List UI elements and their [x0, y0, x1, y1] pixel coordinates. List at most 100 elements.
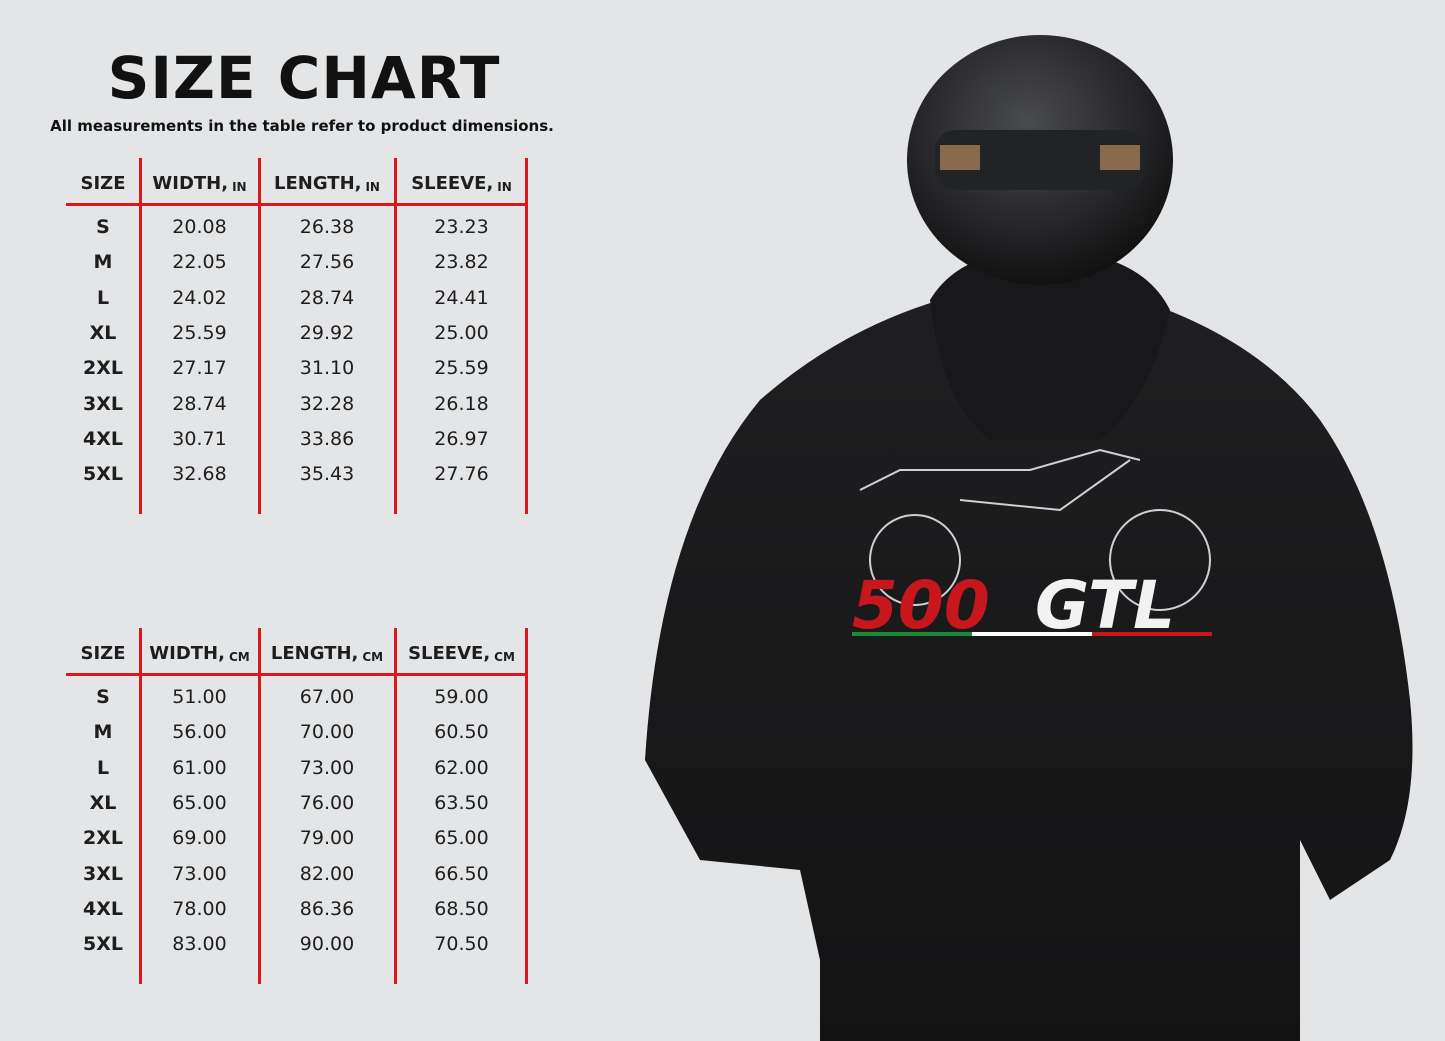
measurement-cell: 70.00 — [299, 721, 355, 744]
header-label: SIZE — [80, 643, 126, 664]
size-cell: 4XL — [83, 897, 123, 920]
table-column-divider — [394, 158, 397, 514]
column-header: LENGTH, CM — [259, 628, 395, 674]
table-row: 5XL 83.00 90.00 70.50 — [66, 927, 528, 962]
measurement-cell: 33.86 — [299, 427, 355, 450]
header-unit: CM — [228, 650, 250, 664]
table-header-divider — [66, 203, 528, 206]
table-row: L 24.02 28.74 24.41 — [66, 281, 528, 316]
measurement-cell: 56.00 — [172, 721, 227, 744]
measurement-cell: 31.10 — [299, 357, 355, 380]
header-label: SIZE — [80, 173, 126, 194]
measurement-cell: 32.68 — [172, 463, 227, 486]
size-cell: S — [96, 686, 110, 708]
measurement-cell: 26.18 — [434, 392, 489, 415]
measurement-cell: 35.43 — [299, 463, 355, 486]
table-row: 4XL 78.00 86.36 68.50 — [66, 892, 528, 927]
table-row: 4XL 30.71 33.86 26.97 — [66, 422, 528, 457]
page-title: SIZE CHART — [107, 44, 501, 112]
table-row: 3XL 28.74 32.28 26.18 — [66, 387, 528, 422]
measurement-cell: 59.00 — [434, 686, 489, 708]
measurement-cell: 66.50 — [434, 862, 489, 885]
header-label: WIDTH, — [152, 173, 229, 194]
measurement-cell: 27.17 — [172, 357, 227, 380]
size-cell: 2XL — [83, 827, 123, 850]
measurement-cell: 69.00 — [172, 827, 227, 850]
measurement-cell: 62.00 — [434, 756, 489, 779]
measurement-cell: 83.00 — [172, 933, 227, 956]
page-subtitle: All measurements in the table refer to p… — [50, 117, 554, 135]
measurement-cell: 78.00 — [172, 897, 227, 920]
measurement-cell: 76.00 — [299, 791, 355, 814]
measurement-cell: 20.08 — [172, 216, 227, 238]
measurement-cell: 90.00 — [299, 933, 355, 956]
measurement-cell: 24.02 — [172, 286, 227, 309]
size-table-centimeters: SIZE WIDTH, CM LENGTH, CM SLEEVE, CM S 51.00 67.0… — [66, 628, 528, 984]
table-row: XL 25.59 29.92 25.00 — [66, 316, 528, 351]
measurement-cell: 26.38 — [299, 216, 355, 238]
measurement-cell: 25.59 — [434, 357, 489, 380]
header-label: SLEEVE, — [408, 643, 491, 664]
measurement-cell: 73.00 — [172, 862, 227, 885]
measurement-cell: 28.74 — [172, 392, 227, 415]
measurement-cell: 27.76 — [434, 463, 489, 486]
column-header: WIDTH, CM — [140, 628, 259, 674]
measurement-cell: 32.28 — [299, 392, 355, 415]
product-photo-hoodie: 500 GTL — [645, 35, 1413, 1041]
size-cell: S — [96, 216, 110, 238]
measurement-cell: 65.00 — [172, 791, 227, 814]
table-row: XL 65.00 76.00 63.50 — [66, 786, 528, 821]
stripe-red — [1092, 632, 1212, 636]
logo-gtl: GTL — [1035, 567, 1175, 644]
measurement-cell: 23.82 — [434, 251, 489, 274]
size-cell: 2XL — [83, 357, 123, 380]
measurement-cell: 70.50 — [434, 933, 489, 956]
measurement-cell: 51.00 — [172, 686, 227, 708]
table-header-divider — [66, 673, 528, 676]
size-cell: M — [93, 251, 113, 274]
size-cell: 3XL — [83, 862, 123, 885]
measurement-cell: 23.23 — [434, 216, 489, 238]
measurement-cell: 22.05 — [172, 251, 227, 274]
header-unit: CM — [362, 650, 384, 664]
table-column-divider — [139, 628, 142, 984]
column-header: SIZE — [66, 628, 140, 674]
measurement-cell: 61.00 — [172, 756, 227, 779]
size-cell: 4XL — [83, 427, 123, 450]
measurement-cell: 79.00 — [299, 827, 355, 850]
stripe-green — [852, 632, 972, 636]
header-label: SLEEVE, — [411, 173, 494, 194]
header-unit: IN — [365, 180, 380, 194]
stripe-white — [972, 632, 1092, 636]
size-cell: 5XL — [83, 933, 123, 956]
table-row: S 20.08 26.38 23.23 — [66, 210, 528, 245]
size-cell: M — [93, 721, 113, 744]
measurement-cell: 30.71 — [172, 427, 227, 450]
table-row: M 56.00 70.00 60.50 — [66, 715, 528, 750]
header-unit: IN — [497, 180, 512, 194]
measurement-cell: 82.00 — [299, 862, 355, 885]
column-header: LENGTH, IN — [259, 158, 395, 204]
measurement-cell: 63.50 — [434, 791, 489, 814]
hoodie-body — [645, 300, 1413, 1041]
table-row: 2XL 69.00 79.00 65.00 — [66, 821, 528, 856]
size-cell: 3XL — [83, 392, 123, 415]
column-header: SLEEVE, CM — [395, 628, 528, 674]
table-column-divider — [525, 628, 528, 984]
size-table-inches: SIZE WIDTH, IN LENGTH, IN SLEEVE, IN S 20.08 26.3… — [66, 158, 528, 514]
size-cell: L — [96, 286, 110, 309]
measurement-cell: 25.59 — [172, 321, 227, 344]
table-row: L 61.00 73.00 62.00 — [66, 751, 528, 786]
header-unit: CM — [494, 650, 515, 664]
table-row: 5XL 32.68 35.43 27.76 — [66, 457, 528, 492]
table-column-divider — [258, 628, 261, 984]
table-row: S 51.00 67.00 59.00 — [66, 680, 528, 715]
table-column-divider — [394, 628, 397, 984]
size-cell: 5XL — [83, 463, 123, 486]
table-column-divider — [139, 158, 142, 514]
hood — [930, 250, 1170, 440]
logo-500: 500 — [852, 567, 990, 644]
table-row: 2XL 27.17 31.10 25.59 — [66, 351, 528, 386]
measurement-cell: 68.50 — [434, 897, 489, 920]
column-header: WIDTH, IN — [140, 158, 259, 204]
